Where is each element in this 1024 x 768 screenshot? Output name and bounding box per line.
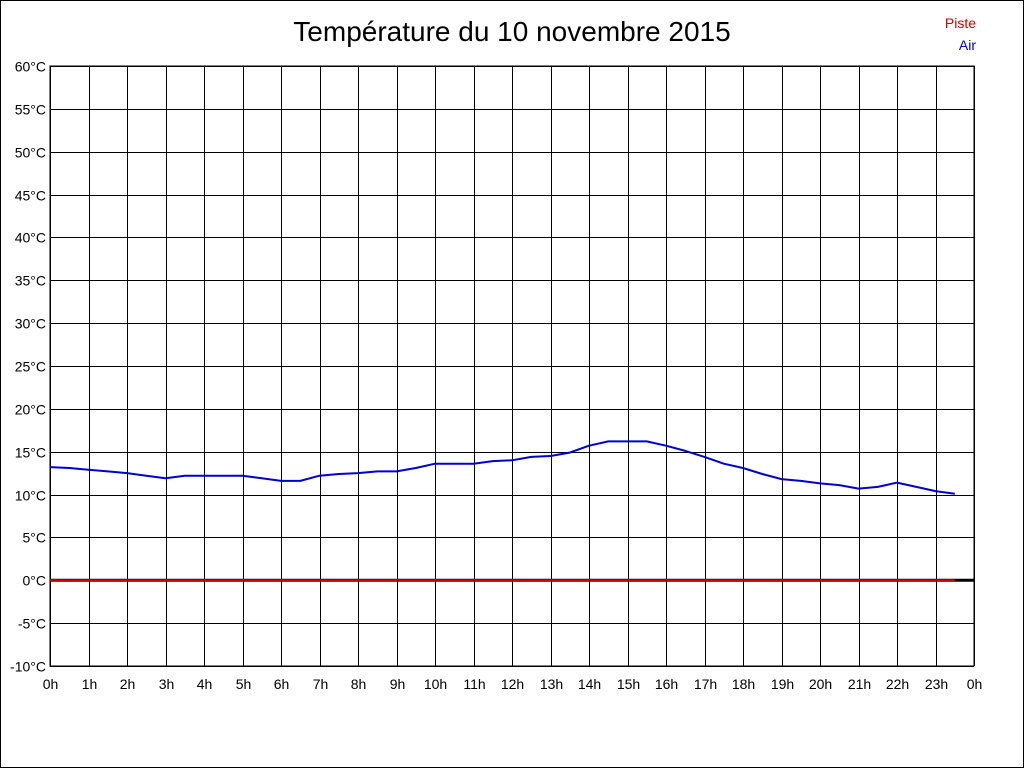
y-tick-label: 30°C [15, 316, 46, 332]
y-tick-label: -10°C [10, 659, 46, 675]
y-tick-label: -5°C [18, 616, 46, 632]
y-tick-label: 45°C [15, 188, 46, 204]
x-tick-label: 7h [313, 676, 329, 692]
x-tick-label: 18h [732, 676, 755, 692]
x-tick-label: 12h [501, 676, 524, 692]
y-tick-label: 55°C [15, 102, 46, 118]
x-tick-label: 4h [197, 676, 213, 692]
x-tick-label: 10h [424, 676, 447, 692]
y-tick-label: 50°C [15, 145, 46, 161]
series-lines [49, 440, 974, 582]
y-tick-label: 0°C [23, 573, 47, 589]
x-tick-label: 9h [390, 676, 406, 692]
legend-entry-piste: Piste [944, 15, 976, 31]
x-tick-label: 17h [694, 676, 717, 692]
x-tick-label: 20h [809, 676, 832, 692]
x-tick-label: 5h [236, 676, 252, 692]
y-tick-label: 40°C [15, 230, 46, 246]
x-axis-ticks: 0h 1h 2h 3h 4h 5h 6h 7h 8h 9h 10h 11h 12h 13h 14h 15h 16… [43, 676, 983, 692]
x-tick-label: 1h [82, 676, 98, 692]
x-tick-label: 3h [159, 676, 175, 692]
x-tick-label: 19h [771, 676, 794, 692]
x-tick-label: 2h [120, 676, 136, 692]
x-tick-label: 15h [617, 676, 640, 692]
x-tick-label: 22h [886, 676, 909, 692]
x-tick-label: 14h [578, 676, 601, 692]
x-tick-label: 13h [540, 676, 563, 692]
y-tick-label: 10°C [15, 488, 46, 504]
grid [49, 65, 975, 667]
y-tick-label: 25°C [15, 359, 46, 375]
series-line-air [49, 440, 955, 495]
y-tick-label: 20°C [15, 402, 46, 418]
y-tick-label: 15°C [15, 445, 46, 461]
x-tick-label: 0h [967, 676, 983, 692]
y-axis-ticks: 60°C 55°C 50°C 45°C 40°C 35°C 30°C 25°C 20°C 15°C… [10, 59, 46, 675]
y-tick-label: 35°C [15, 273, 46, 289]
x-tick-label: 11h [463, 676, 485, 692]
x-tick-label: 23h [925, 676, 948, 692]
x-tick-label: 8h [351, 676, 367, 692]
legend-entry-air: Air [958, 37, 976, 53]
x-tick-label: 16h [655, 676, 678, 692]
x-tick-label: 21h [848, 676, 871, 692]
y-tick-label: 60°C [15, 59, 46, 75]
x-tick-label: 0h [43, 676, 59, 692]
x-tick-label: 6h [274, 676, 290, 692]
y-tick-label: 5°C [23, 530, 47, 546]
chart-legend: Piste Air [945, 12, 976, 56]
chart-title: Température du 10 novembre 2015 [293, 16, 731, 47]
